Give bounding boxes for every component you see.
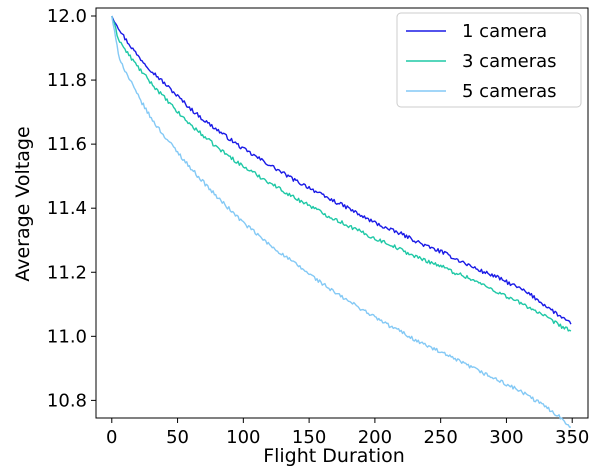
series-line-2	[111, 15, 572, 332]
x-tick-label: 100	[226, 427, 260, 448]
y-axis-ticks: 10.8 11.0 11.2 11.4 11.6 11.8 12.0	[47, 6, 96, 411]
legend-label-1: 1 camera	[462, 21, 547, 42]
legend-label-2: 3 cameras	[462, 51, 557, 72]
x-tick-label: 250	[423, 427, 457, 448]
x-tick-label: 50	[166, 427, 189, 448]
x-tick-label: 350	[555, 427, 589, 448]
x-axis-ticks: 0 50 100 150 200 250 300 350	[106, 418, 589, 448]
legend: 1 camera 3 cameras 5 cameras	[396, 12, 582, 108]
plot-border	[95, 7, 589, 419]
y-tick-label: 11.8	[47, 70, 87, 91]
y-axis-title: Average Voltage	[12, 126, 34, 281]
y-tick-label: 11.6	[47, 134, 87, 155]
series-layer	[111, 15, 572, 428]
y-tick-label: 12.0	[47, 6, 87, 27]
y-tick-label: 11.4	[47, 198, 87, 219]
plot-area	[95, 7, 589, 419]
series-line-3	[111, 15, 572, 428]
x-tick-label: 0	[106, 427, 117, 448]
series-line-1	[111, 15, 572, 325]
y-tick-label: 11.2	[47, 262, 87, 283]
legend-box	[396, 12, 582, 108]
y-tick-label: 11.0	[47, 326, 87, 347]
y-tick-label: 10.8	[47, 390, 87, 411]
x-tick-label: 300	[489, 427, 523, 448]
legend-label-3: 5 cameras	[462, 81, 557, 102]
x-axis-title: Flight Duration	[263, 445, 405, 467]
x-tick-label: 200	[358, 427, 392, 448]
x-tick-label: 150	[292, 427, 326, 448]
